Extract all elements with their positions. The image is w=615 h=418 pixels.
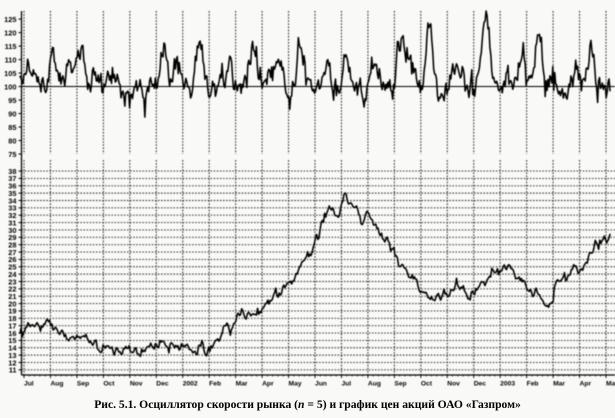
svg-text:Feb: Feb	[527, 381, 539, 388]
svg-text:38: 38	[8, 167, 16, 176]
svg-text:Jul: Jul	[24, 381, 34, 388]
svg-text:Feb: Feb	[209, 381, 221, 388]
svg-text:Mar: Mar	[553, 381, 565, 388]
svg-text:2002: 2002	[183, 381, 198, 388]
svg-text:2003: 2003	[500, 381, 515, 388]
svg-text:Apr: Apr	[262, 381, 274, 388]
svg-text:Dec: Dec	[474, 381, 487, 388]
svg-text:Aug: Aug	[368, 381, 381, 388]
svg-text:Dec: Dec	[156, 381, 169, 388]
svg-text:105: 105	[4, 69, 16, 78]
svg-text:Mar: Mar	[236, 381, 248, 388]
svg-text:May: May	[289, 381, 302, 388]
svg-text:120: 120	[4, 28, 16, 37]
svg-text:85: 85	[8, 123, 16, 132]
svg-text:115: 115	[5, 42, 17, 51]
svg-text:80: 80	[8, 136, 16, 145]
svg-text:Jun: Jun	[315, 381, 327, 388]
svg-text:100: 100	[4, 82, 16, 91]
svg-text:Aug: Aug	[50, 381, 63, 388]
svg-text:Sep: Sep	[394, 381, 406, 388]
svg-text:Apr: Apr	[580, 381, 592, 388]
svg-text:Oct: Oct	[103, 381, 115, 388]
svg-text:Nov: Nov	[447, 381, 460, 388]
svg-text:90: 90	[8, 109, 16, 118]
svg-text:125: 125	[4, 15, 16, 24]
svg-text:Nov: Nov	[130, 381, 143, 388]
svg-text:75: 75	[8, 150, 16, 159]
svg-text:Sep: Sep	[77, 381, 89, 388]
svg-text:Oct: Oct	[421, 381, 433, 388]
svg-text:Jul: Jul	[341, 381, 351, 388]
svg-text:95: 95	[8, 96, 16, 105]
svg-text:May: May	[606, 381, 615, 388]
svg-text:110: 110	[5, 55, 17, 64]
